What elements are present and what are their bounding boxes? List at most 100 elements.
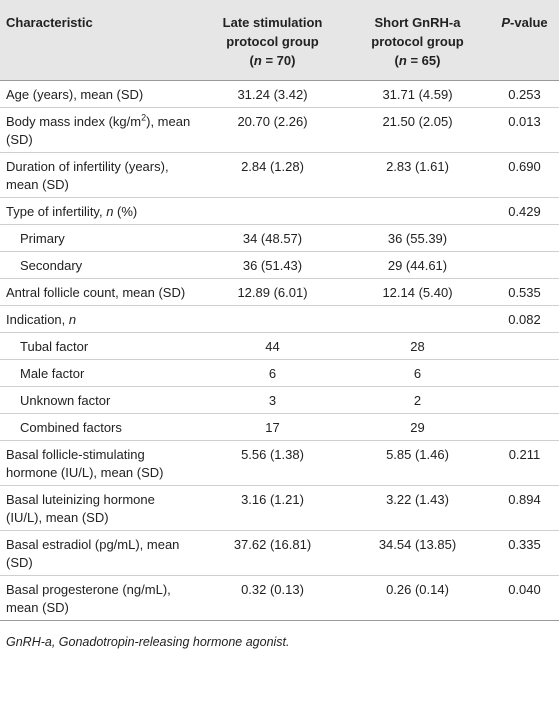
- row-label-text-end: ), mean (SD): [6, 114, 191, 147]
- cell-late: [200, 197, 345, 225]
- cell-late: 6: [200, 359, 345, 387]
- row-label: Basal progesterone (ng/mL), mean (SD): [0, 575, 200, 621]
- header-late-n-value: = 70): [261, 53, 296, 68]
- cell-pvalue: 0.040: [490, 575, 559, 621]
- cell-late: 44: [200, 332, 345, 360]
- header-short-line1: Short GnRH-a: [374, 15, 461, 30]
- cell-short: 0.26 (0.14): [345, 575, 490, 621]
- characteristics-table-container: Characteristic Late stimulation protocol…: [0, 0, 559, 649]
- header-late-group: Late stimulation protocol group (n = 70): [200, 0, 345, 81]
- table-body: Age (years), mean (SD) 31.24 (3.42) 31.7…: [0, 80, 559, 621]
- header-short-n-value: = 65): [406, 53, 441, 68]
- header-row: Characteristic Late stimulation protocol…: [0, 0, 559, 81]
- cell-pvalue: 0.690: [490, 152, 559, 198]
- cell-pvalue: 0.253: [490, 80, 559, 108]
- header-pvalue: P-value: [490, 0, 559, 81]
- row-label: Antral follicle count, mean (SD): [0, 278, 200, 306]
- cell-short: 3.22 (1.43): [345, 485, 490, 531]
- table-row: Basal follicle-stimulating hormone (IU/L…: [0, 440, 559, 486]
- cell-late: 2.84 (1.28): [200, 152, 345, 198]
- header-characteristic-text: Characteristic: [6, 15, 93, 30]
- table-footnote: GnRH-a, Gonadotropin-releasing hormone a…: [6, 635, 290, 649]
- header-late-line1: Late stimulation: [222, 15, 323, 30]
- row-label: Indication, n: [0, 305, 200, 333]
- cell-short: 5.85 (1.46): [345, 440, 490, 486]
- table-row: Antral follicle count, mean (SD) 12.89 (…: [0, 278, 559, 306]
- cell-pvalue: 0.894: [490, 485, 559, 531]
- row-label-text-end: (%): [113, 204, 138, 219]
- cell-late: [200, 305, 345, 333]
- table-row: Duration of infertility (years), mean (S…: [0, 152, 559, 198]
- row-label: Primary: [0, 224, 200, 252]
- cell-late: 34 (48.57): [200, 224, 345, 252]
- table-row: Basal estradiol (pg/mL), mean (SD) 37.62…: [0, 530, 559, 576]
- cell-short: 2.83 (1.61): [345, 152, 490, 198]
- characteristics-table: Characteristic Late stimulation protocol…: [0, 0, 559, 621]
- row-label-text: Indication,: [6, 312, 69, 327]
- table-row: Unknown factor 3 2: [0, 386, 559, 414]
- cell-pvalue: 0.013: [490, 107, 559, 153]
- row-label: Basal follicle-stimulating hormone (IU/L…: [0, 440, 200, 486]
- row-label: Age (years), mean (SD): [0, 80, 200, 108]
- cell-pvalue: [490, 359, 559, 387]
- row-label: Male factor: [0, 359, 200, 387]
- cell-short: [345, 305, 490, 333]
- row-label: Basal estradiol (pg/mL), mean (SD): [0, 530, 200, 576]
- table-header: Characteristic Late stimulation protocol…: [0, 0, 559, 81]
- table-row: Basal progesterone (ng/mL), mean (SD) 0.…: [0, 575, 559, 621]
- header-late-line2: protocol group: [226, 34, 319, 49]
- table-row: Secondary 36 (51.43) 29 (44.61): [0, 251, 559, 279]
- row-label: Basal luteinizing hormone (IU/L), mean (…: [0, 485, 200, 531]
- cell-pvalue: [490, 413, 559, 441]
- cell-late: 31.24 (3.42): [200, 80, 345, 108]
- row-label: Tubal factor: [0, 332, 200, 360]
- row-label: Type of infertility, n (%): [0, 197, 200, 225]
- cell-short: 2: [345, 386, 490, 414]
- cell-short: 21.50 (2.05): [345, 107, 490, 153]
- cell-late: 5.56 (1.38): [200, 440, 345, 486]
- header-short-n-var: n: [398, 53, 407, 68]
- row-label-text: Body mass index (kg/m: [6, 114, 142, 129]
- row-label: Secondary: [0, 251, 200, 279]
- cell-late: 17: [200, 413, 345, 441]
- cell-short: 34.54 (13.85): [345, 530, 490, 576]
- cell-late: 37.62 (16.81): [200, 530, 345, 576]
- cell-late: 0.32 (0.13): [200, 575, 345, 621]
- cell-pvalue: 0.211: [490, 440, 559, 486]
- table-row: Age (years), mean (SD) 31.24 (3.42) 31.7…: [0, 80, 559, 108]
- cell-late: 20.70 (2.26): [200, 107, 345, 153]
- table-row: Tubal factor 44 28: [0, 332, 559, 360]
- table-row: Primary 34 (48.57) 36 (55.39): [0, 224, 559, 252]
- table-row: Basal luteinizing hormone (IU/L), mean (…: [0, 485, 559, 531]
- cell-late: 3.16 (1.21): [200, 485, 345, 531]
- cell-short: 31.71 (4.59): [345, 80, 490, 108]
- cell-pvalue: 0.429: [490, 197, 559, 225]
- header-pvalue-p: P: [501, 15, 511, 30]
- row-label: Unknown factor: [0, 386, 200, 414]
- header-short-group: Short GnRH-a protocol group (n = 65): [345, 0, 490, 81]
- cell-late: 12.89 (6.01): [200, 278, 345, 306]
- cell-late: 3: [200, 386, 345, 414]
- table-row: Body mass index (kg/m2), mean (SD) 20.70…: [0, 107, 559, 153]
- cell-pvalue: [490, 224, 559, 252]
- row-label: Combined factors: [0, 413, 200, 441]
- header-pvalue-rest: -value: [510, 15, 548, 30]
- table-row: Male factor 6 6: [0, 359, 559, 387]
- cell-pvalue: [490, 332, 559, 360]
- row-label: Body mass index (kg/m2), mean (SD): [0, 107, 200, 153]
- row-label: Duration of infertility (years), mean (S…: [0, 152, 200, 198]
- cell-late: 36 (51.43): [200, 251, 345, 279]
- table-row: Indication, n 0.082: [0, 305, 559, 333]
- cell-short: 28: [345, 332, 490, 360]
- cell-pvalue: 0.335: [490, 530, 559, 576]
- header-short-line2: protocol group: [371, 34, 464, 49]
- cell-short: [345, 197, 490, 225]
- cell-short: 29: [345, 413, 490, 441]
- table-row: Type of infertility, n (%) 0.429: [0, 197, 559, 225]
- header-characteristic: Characteristic: [0, 0, 200, 81]
- cell-short: 29 (44.61): [345, 251, 490, 279]
- cell-pvalue: [490, 386, 559, 414]
- cell-pvalue: 0.535: [490, 278, 559, 306]
- cell-short: 6: [345, 359, 490, 387]
- table-row: Combined factors 17 29: [0, 413, 559, 441]
